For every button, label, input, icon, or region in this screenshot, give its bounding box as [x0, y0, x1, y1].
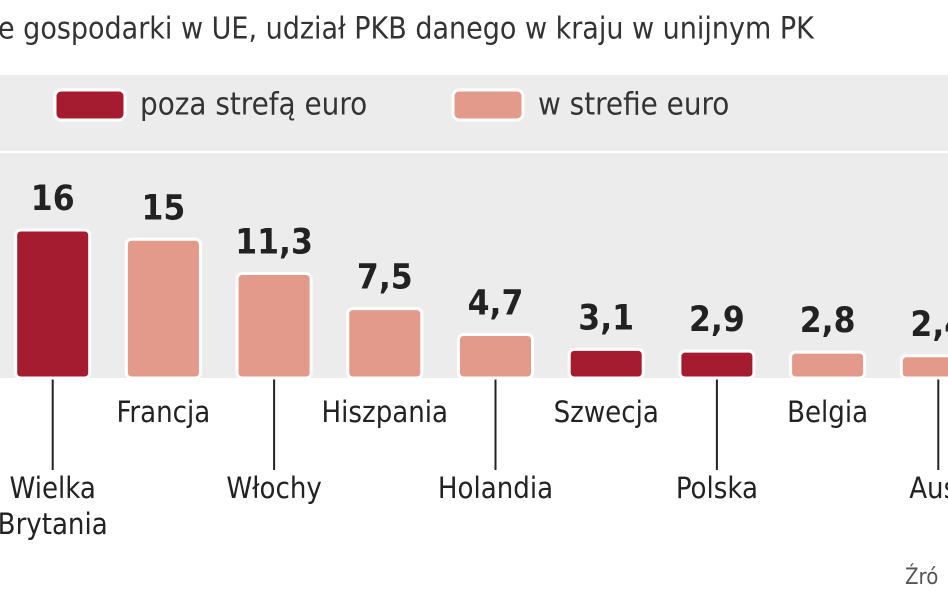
- x-tick-label: y: [0, 394, 27, 430]
- value-label: 4,7: [468, 284, 524, 324]
- legend-label: poza strefą euro: [140, 87, 367, 123]
- bar: [567, 347, 645, 380]
- x-tick-label: Włochy: [226, 471, 322, 505]
- value-label: 2,4: [910, 305, 948, 345]
- x-tick-label: Szwecja: [553, 395, 659, 429]
- bar: [235, 271, 313, 380]
- bar: [789, 350, 867, 380]
- bar: [678, 349, 756, 380]
- value-label: 11,3: [235, 222, 313, 262]
- value-label: 15: [141, 188, 185, 228]
- value-label: 2,8: [800, 301, 856, 341]
- value-label: 7,5: [357, 258, 413, 298]
- bar: [14, 228, 92, 380]
- x-tick-label: Aust: [909, 471, 948, 505]
- x-tick-label: Wielka Brytania: [0, 471, 108, 541]
- bar: [346, 307, 424, 380]
- x-tick-label: Hiszpania: [321, 395, 449, 429]
- bar: [124, 237, 202, 380]
- x-tick-label: Belgia: [787, 395, 869, 429]
- legend-swatch: [451, 88, 525, 122]
- bar: [457, 333, 534, 380]
- x-tick-label: Polska: [675, 471, 758, 505]
- value-label: 16: [31, 179, 75, 219]
- source: Źró: [905, 564, 938, 590]
- bar: [899, 354, 948, 380]
- legend-swatch: [53, 88, 127, 122]
- value-label: 3,1: [578, 298, 634, 338]
- chart-title: e gospodarki w UE, udział PKB danego w k…: [0, 12, 815, 47]
- legend-label: w strefie euro: [538, 87, 729, 123]
- value-label: 2,9: [689, 300, 745, 340]
- x-tick-label: Francja: [116, 395, 211, 429]
- x-tick-label: Holandia: [437, 471, 554, 505]
